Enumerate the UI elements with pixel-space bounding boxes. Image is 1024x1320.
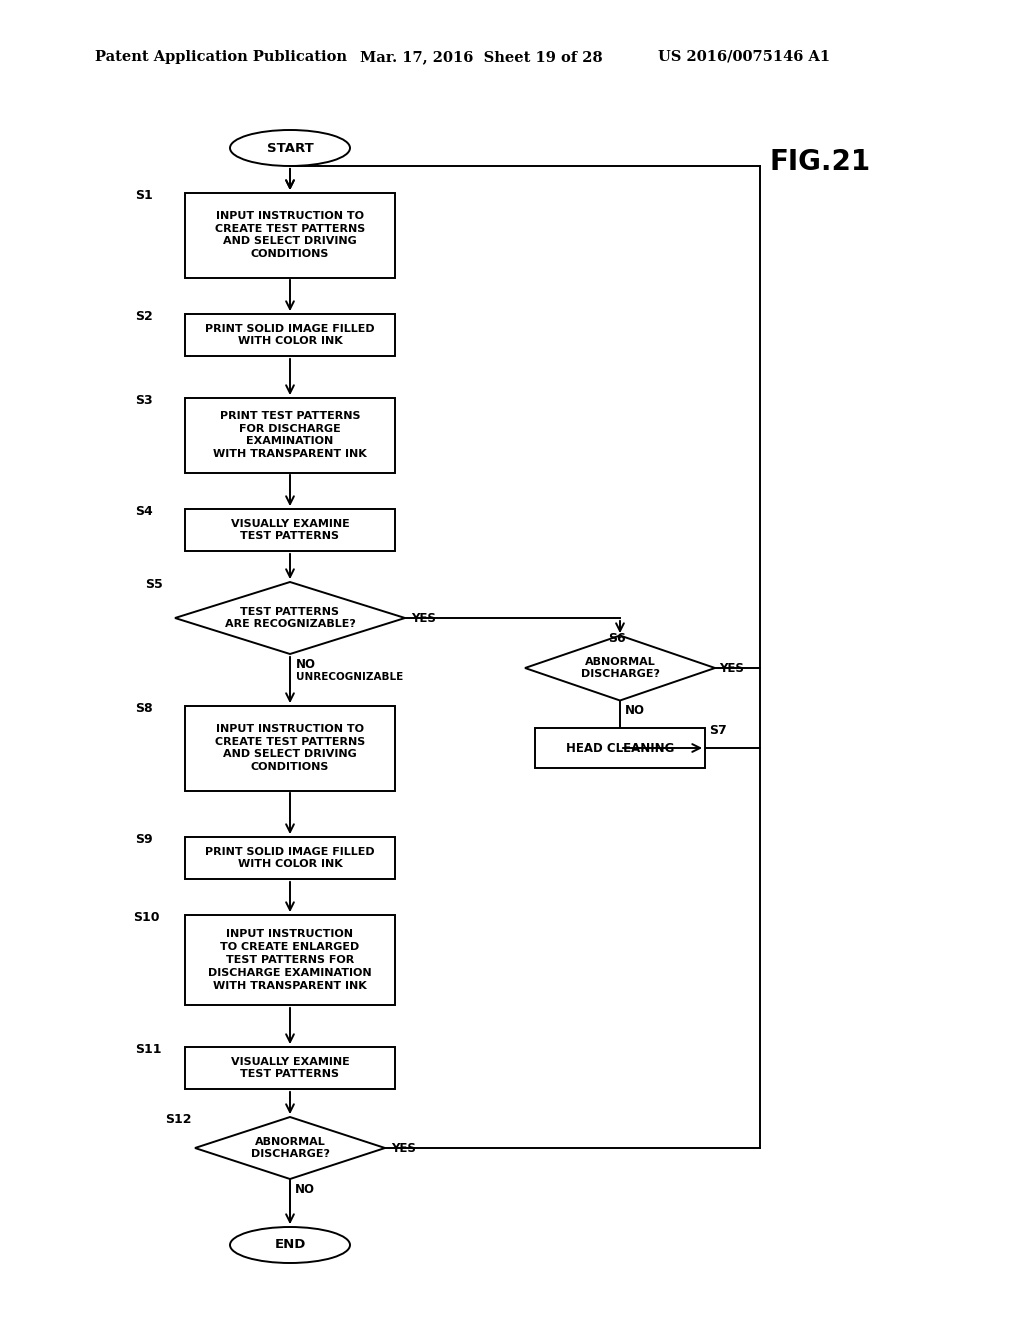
- Text: INPUT INSTRUCTION TO
CREATE TEST PATTERNS
AND SELECT DRIVING
CONDITIONS: INPUT INSTRUCTION TO CREATE TEST PATTERN…: [215, 723, 366, 772]
- Text: YES: YES: [391, 1142, 416, 1155]
- Text: NO: NO: [296, 657, 316, 671]
- Polygon shape: [175, 582, 406, 653]
- Text: YES: YES: [719, 663, 743, 675]
- Polygon shape: [525, 635, 715, 701]
- Bar: [185, 705, 395, 791]
- Text: YES: YES: [411, 612, 436, 624]
- Text: INPUT INSTRUCTION
TO CREATE ENLARGED
TEST PATTERNS FOR
DISCHARGE EXAMINATION
WIT: INPUT INSTRUCTION TO CREATE ENLARGED TES…: [208, 929, 372, 990]
- Text: S7: S7: [709, 723, 727, 737]
- Text: NO: NO: [295, 1183, 315, 1196]
- Text: START: START: [266, 141, 313, 154]
- Text: S6: S6: [608, 632, 626, 645]
- Text: VISUALLY EXAMINE
TEST PATTERNS: VISUALLY EXAMINE TEST PATTERNS: [230, 1056, 349, 1080]
- Text: END: END: [274, 1238, 306, 1251]
- Text: HEAD CLEANING: HEAD CLEANING: [566, 742, 674, 755]
- Bar: [185, 193, 395, 277]
- Text: S10: S10: [133, 911, 160, 924]
- Text: US 2016/0075146 A1: US 2016/0075146 A1: [658, 50, 830, 63]
- Text: S8: S8: [135, 702, 153, 715]
- Bar: [185, 837, 395, 879]
- Text: S11: S11: [135, 1043, 162, 1056]
- Ellipse shape: [230, 129, 350, 166]
- Text: INPUT INSTRUCTION TO
CREATE TEST PATTERNS
AND SELECT DRIVING
CONDITIONS: INPUT INSTRUCTION TO CREATE TEST PATTERN…: [215, 211, 366, 259]
- Text: PRINT TEST PATTERNS
FOR DISCHARGE
EXAMINATION
WITH TRANSPARENT INK: PRINT TEST PATTERNS FOR DISCHARGE EXAMIN…: [213, 411, 367, 459]
- Text: PRINT SOLID IMAGE FILLED
WITH COLOR INK: PRINT SOLID IMAGE FILLED WITH COLOR INK: [205, 846, 375, 870]
- Text: ABNORMAL
DISCHARGE?: ABNORMAL DISCHARGE?: [251, 1137, 330, 1159]
- Text: UNRECOGNIZABLE: UNRECOGNIZABLE: [296, 672, 403, 682]
- Text: TEST PATTERNS
ARE RECOGNIZABLE?: TEST PATTERNS ARE RECOGNIZABLE?: [224, 607, 355, 630]
- Text: S3: S3: [135, 393, 153, 407]
- Text: FIG.21: FIG.21: [770, 148, 871, 176]
- Bar: [185, 915, 395, 1005]
- Bar: [185, 397, 395, 473]
- Text: S12: S12: [165, 1113, 191, 1126]
- Polygon shape: [195, 1117, 385, 1179]
- Bar: [185, 510, 395, 550]
- Text: S5: S5: [145, 578, 163, 591]
- Ellipse shape: [230, 1228, 350, 1263]
- Text: VISUALLY EXAMINE
TEST PATTERNS: VISUALLY EXAMINE TEST PATTERNS: [230, 519, 349, 541]
- Bar: [185, 1047, 395, 1089]
- Text: Patent Application Publication: Patent Application Publication: [95, 50, 347, 63]
- Text: NO: NO: [625, 704, 645, 717]
- Text: S1: S1: [135, 189, 153, 202]
- Bar: [185, 314, 395, 356]
- Text: S9: S9: [135, 833, 153, 846]
- Text: S2: S2: [135, 310, 153, 323]
- Text: ABNORMAL
DISCHARGE?: ABNORMAL DISCHARGE?: [581, 656, 659, 680]
- Text: S4: S4: [135, 506, 153, 517]
- Bar: [535, 729, 705, 768]
- Text: Mar. 17, 2016  Sheet 19 of 28: Mar. 17, 2016 Sheet 19 of 28: [360, 50, 603, 63]
- Text: PRINT SOLID IMAGE FILLED
WITH COLOR INK: PRINT SOLID IMAGE FILLED WITH COLOR INK: [205, 323, 375, 346]
